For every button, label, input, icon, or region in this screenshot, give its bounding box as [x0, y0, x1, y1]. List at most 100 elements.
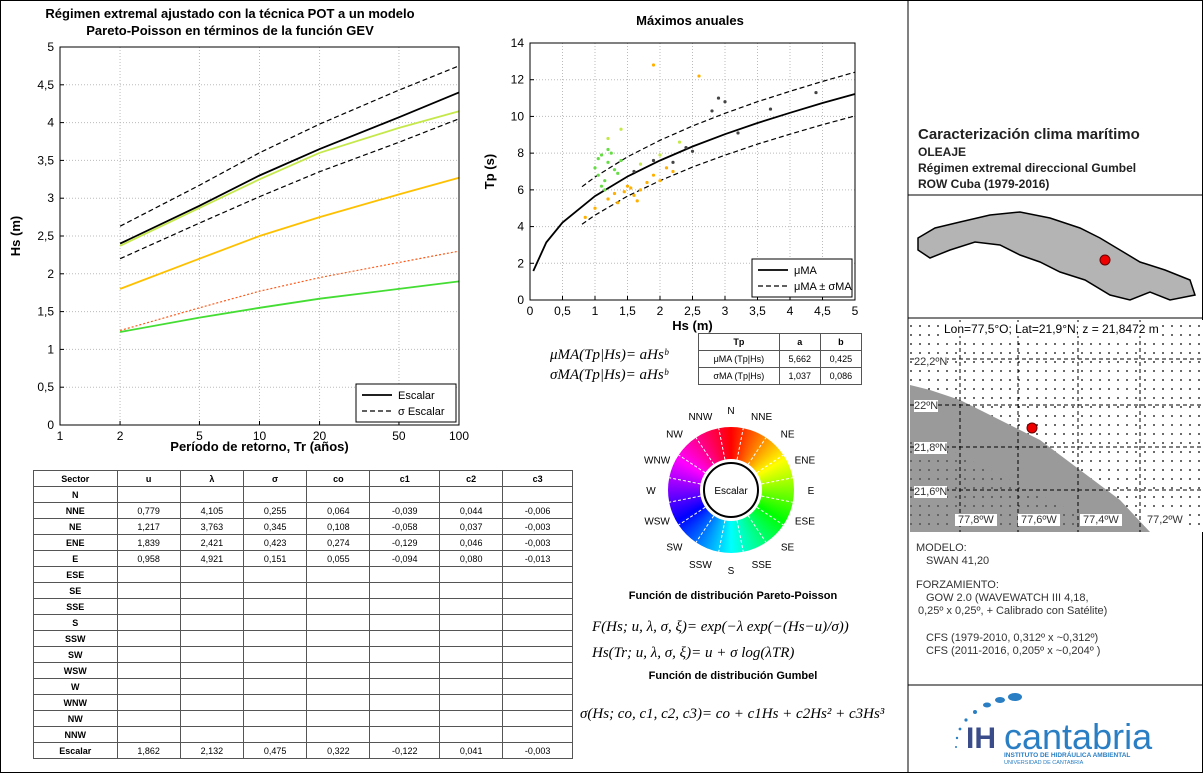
direction-label: E: [808, 486, 815, 497]
x-tick-label: 3: [722, 304, 729, 318]
table-cell: [369, 662, 441, 679]
table-cell: [306, 710, 371, 727]
table-cell: [439, 710, 504, 727]
table-cell: [502, 566, 573, 583]
table-row: SSE: [33, 598, 573, 615]
table-cell: [502, 646, 573, 663]
table-cell: [242, 662, 308, 679]
table-cell: [369, 646, 441, 663]
table-cell: 2,132: [179, 742, 245, 759]
location-marker: [1099, 254, 1111, 266]
point: [612, 191, 617, 196]
y-tick-label: 4: [517, 220, 524, 234]
table-cell: [116, 566, 181, 583]
table-cell: -0,006: [502, 502, 573, 519]
point: [645, 180, 649, 185]
x-axis-label: Hs (m): [672, 318, 712, 333]
note: GOW 2.0 (WAVEWATCH III 4,18,: [926, 592, 1089, 604]
point: [606, 147, 610, 152]
point: [664, 166, 669, 170]
table-cell: [369, 566, 441, 583]
table-cell: 0,958: [116, 550, 181, 567]
header-row: Tp a b: [698, 333, 863, 351]
y-tick-label: 3: [47, 191, 54, 205]
table-cell: [116, 614, 181, 631]
table-row: ESE: [33, 566, 573, 583]
x-tick-label: 20: [313, 429, 327, 443]
table-cell: [179, 694, 245, 711]
table-row: NNW: [33, 726, 573, 743]
header-cell: c3: [502, 470, 573, 487]
map-grid: [910, 320, 1203, 532]
table-cell: [369, 678, 441, 695]
section-title: Función de distribución Pareto-Poisson: [628, 590, 838, 602]
y-tick-label: 5: [47, 40, 54, 54]
table-cell: [502, 598, 573, 615]
table-cell: [242, 678, 308, 695]
y-tick-label: 2: [517, 256, 524, 270]
chart-title: Máximos anuales: [636, 13, 744, 28]
table-cell: 1,217: [116, 518, 181, 535]
table-row: N: [33, 486, 573, 503]
table-cell: [306, 598, 371, 615]
point: [677, 140, 682, 144]
point: [622, 190, 626, 194]
point: [603, 188, 607, 192]
table-cell: [306, 662, 371, 679]
table-row: SE: [33, 582, 573, 599]
header-cell: c2: [439, 470, 504, 487]
series-line: [532, 93, 856, 272]
series-line: [119, 91, 460, 245]
table-cell: [502, 662, 573, 679]
table-cell: [369, 710, 441, 727]
table-cell: [116, 694, 181, 711]
table-cell: [306, 678, 371, 695]
logo-mark-text: IH: [966, 722, 996, 755]
direction-label: N: [727, 406, 734, 417]
table-cell: [179, 582, 245, 599]
table-row: WSW: [33, 662, 573, 679]
point: [603, 179, 607, 183]
table-row: μMA (Tp|Hs) 5,662 0,425: [698, 350, 863, 368]
map-caption: Lon=77,5°O; Lat=21,9°N; z = 21,8472 m: [942, 322, 1161, 336]
table-cell: [439, 726, 504, 743]
table-cell: WSW: [33, 662, 118, 679]
lon-label: 77,6ºW: [1018, 514, 1060, 526]
point: [671, 160, 675, 164]
chart-title: Régimen extremal ajustado con la técnica…: [45, 6, 414, 21]
table-cell: -0,129: [369, 534, 441, 551]
table-cell: [502, 710, 573, 727]
table-cell: [439, 486, 504, 503]
table-cell: [242, 646, 308, 663]
point: [599, 184, 604, 188]
x-tick-label: 50: [392, 429, 406, 443]
table-cell: Escalar: [33, 742, 118, 759]
x-tick-label: 2,5: [684, 304, 701, 318]
table-cell: 1,862: [116, 742, 181, 759]
point: [593, 206, 597, 210]
table-cell: NW: [33, 710, 118, 727]
sector-divider: [736, 428, 744, 460]
series-line: [581, 115, 856, 225]
lat-label: 21,8ºN: [914, 442, 948, 454]
table-cell: 0,475: [242, 742, 308, 759]
x-tick-label: 0,5: [554, 304, 571, 318]
direction-label: W: [646, 486, 656, 497]
point: [632, 193, 636, 197]
table-cell: [439, 630, 504, 647]
table-cell: [306, 486, 371, 503]
x-tick-label: 2: [117, 429, 124, 443]
x-tick-label: 4,5: [814, 304, 831, 318]
table-cell: 4,921: [179, 550, 245, 567]
lon-label: 77,2ºW: [1144, 514, 1186, 526]
table-cell: 0,274: [306, 534, 371, 551]
table-cell: [306, 566, 371, 583]
sector-divider: [747, 437, 767, 465]
header-cell: u: [116, 470, 181, 487]
point: [658, 153, 662, 157]
table-cell: 0,108: [306, 518, 371, 535]
section-title: Función de distribución Gumbel: [648, 670, 818, 682]
table-cell: [242, 598, 308, 615]
lat-label: 22ºN: [914, 400, 939, 412]
